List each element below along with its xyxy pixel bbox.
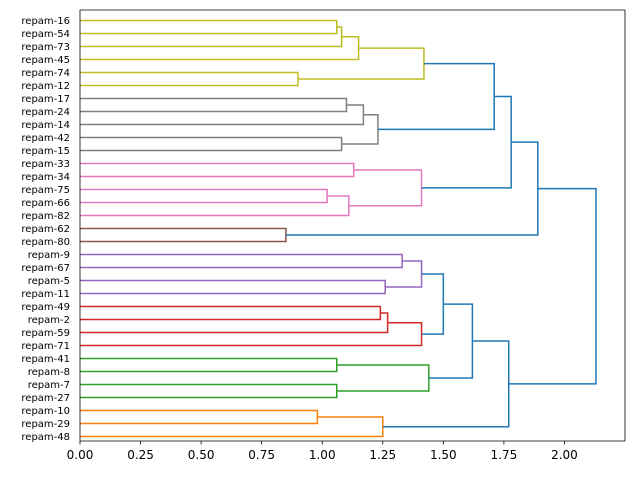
x-tick-label: 1.50: [430, 448, 457, 462]
leaf-label-repam-54: repam-54: [21, 29, 70, 40]
leaf-label-repam-9: repam-9: [28, 250, 70, 261]
leaf-label-repam-12: repam-12: [21, 81, 70, 92]
dendrogram-link-lower-orange: [382, 340, 510, 428]
leaf-label-repam-48: repam-48: [21, 432, 70, 443]
leaf-label-repam-42: repam-42: [21, 133, 70, 144]
dendrogram-link-purple-red: [421, 273, 445, 335]
dendrogram-link-a-73: [80, 26, 343, 48]
dendrogram-link-mid-green: [428, 303, 474, 379]
dendrogram-link-17-24: [80, 97, 348, 113]
dendrogram-link-33-34: [80, 162, 355, 178]
leaf-label-repam-2: repam-2: [28, 315, 70, 326]
leaf-label-repam-45: repam-45: [21, 55, 70, 66]
dendrogram-link-5-11: [80, 279, 386, 295]
leaf-label-repam-29: repam-29: [21, 419, 70, 430]
dendrogram-link-c-14: [80, 104, 365, 126]
x-tick-label: 0.50: [188, 448, 215, 462]
leaf-label-repam-80: repam-80: [21, 237, 70, 248]
leaf-label-repam-14: repam-14: [21, 120, 70, 131]
dendrogram-link-g-48: [80, 416, 384, 438]
leaf-label-repam-62: repam-62: [21, 224, 70, 235]
x-axis-ticks: 0.00 0.25 0.50 0.75 1.00 1.25 1.50 1.75 2.00: [67, 441, 578, 462]
dendrogram-link-green-top: [336, 364, 430, 392]
leaf-label-repam-24: repam-24: [21, 107, 70, 118]
leaf-label-repam-27: repam-27: [21, 393, 70, 404]
leaf-label-repam-11: repam-11: [21, 289, 70, 300]
leaf-label-repam-7: repam-7: [28, 380, 70, 391]
dendrogram-link-62-80: [80, 227, 287, 243]
dendrogram-link-f-71: [80, 322, 423, 347]
dendrogram-link-49-2: [80, 305, 382, 321]
leaf-label-repam-66: repam-66: [21, 198, 70, 209]
x-tick-label: 2.00: [551, 448, 578, 462]
leaf-label-repam-73: repam-73: [21, 42, 70, 53]
leaf-label-repam-16: repam-16: [21, 16, 70, 27]
leaf-label-repam-71: repam-71: [21, 341, 70, 352]
dendrogram-link-yellow-top: [298, 47, 425, 80]
x-tick-label: 0.25: [127, 448, 154, 462]
dendrogram-link-e-59: [80, 312, 389, 334]
dendrogram-link-10-29: [80, 409, 319, 425]
x-tick-label: 0.75: [248, 448, 275, 462]
dendrogram-link-yellow-gray: [377, 62, 495, 131]
leaf-label-repam-15: repam-15: [21, 146, 70, 157]
axes-frame: [79, 9, 626, 442]
dendrogram-link-d-82: [80, 195, 350, 217]
x-tick-label: 1.75: [491, 448, 518, 462]
dendrogram-link-b-45: [80, 36, 360, 61]
dendrogram-link-9-67: [80, 253, 403, 269]
leaf-label-repam-5: repam-5: [28, 276, 70, 287]
dendrogram-link-75-66: [80, 188, 328, 204]
dendrogram-link-74-12: [80, 71, 299, 87]
dendrogram-link-41-8: [80, 357, 338, 373]
leaf-label-repam-41: repam-41: [21, 354, 70, 365]
leaf-label-repam-67: repam-67: [21, 263, 70, 274]
dendrogram-link-gray-top: [341, 114, 379, 145]
leaf-label-repam-17: repam-17: [21, 94, 70, 105]
leaf-label-repam-10: repam-10: [21, 406, 70, 417]
leaf-label-repam-34: repam-34: [21, 172, 70, 183]
x-tick-label: 0.00: [67, 448, 94, 462]
dendrogram-link-42-15: [80, 136, 343, 152]
leaf-label-repam-82: repam-82: [21, 211, 70, 222]
x-tick-label: 1.25: [369, 448, 396, 462]
dendrogram-link-upper-pink: [421, 95, 512, 189]
x-tick-label: 1.00: [309, 448, 336, 462]
leaf-label-repam-74: repam-74: [21, 68, 70, 79]
dendrogram-links: [80, 19, 597, 438]
leaf-label-repam-33: repam-33: [21, 159, 70, 170]
leaf-label-repam-75: repam-75: [21, 185, 70, 196]
dendrogram-link-16-54: [80, 19, 338, 35]
dendrogram-link-7-27: [80, 383, 338, 399]
dendrogram-link-root: [508, 187, 597, 385]
leaf-labels: repam-16 repam-54 repam-73 repam-45 repam-74…: [21, 16, 70, 443]
dendrogram-link-purple-top: [385, 260, 423, 288]
leaf-label-repam-49: repam-49: [21, 302, 70, 313]
leaf-label-repam-8: repam-8: [28, 367, 70, 378]
dendrogram-link-pink-top: [348, 169, 423, 207]
leaf-label-repam-59: repam-59: [21, 328, 70, 339]
